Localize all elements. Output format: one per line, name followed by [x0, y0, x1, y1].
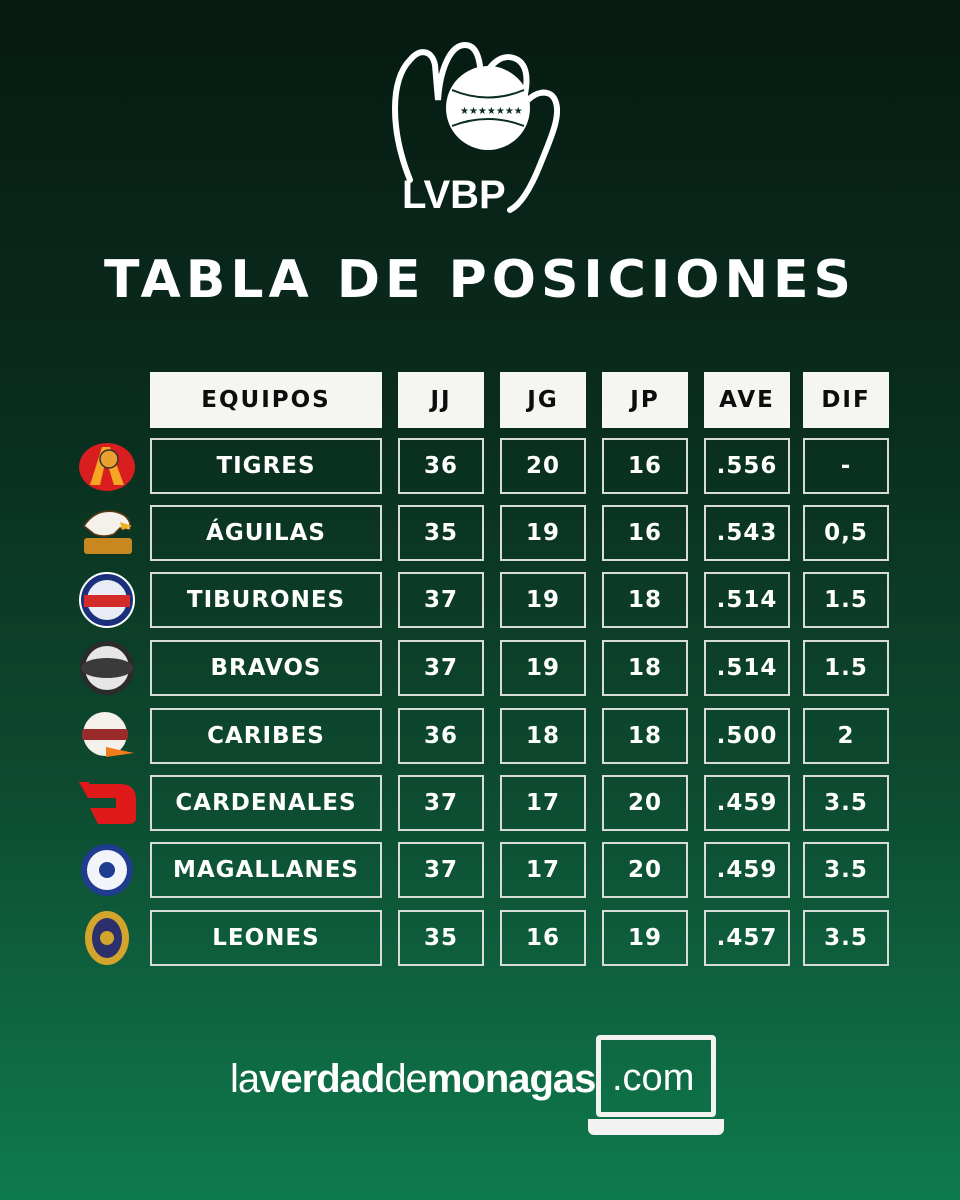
table-row: CARDENALES 37 17 20 .459 3.5 — [0, 775, 960, 831]
header-jj: JJ — [398, 372, 484, 428]
leones-logo-icon — [85, 911, 129, 965]
cell-jj: 37 — [398, 572, 484, 628]
cell-dif: 1.5 — [803, 572, 889, 628]
lvbp-logo: ★★★★★★★ LVBP — [392, 41, 561, 217]
cell-jg: 19 — [500, 572, 586, 628]
table-row: CARIBES 36 18 18 .500 2 — [0, 708, 960, 764]
cell-jg: 17 — [500, 775, 586, 831]
table-row: TIBURONES 37 19 18 .514 1.5 — [0, 572, 960, 628]
cardenales-logo-icon — [78, 782, 136, 824]
tigres-logo-icon — [79, 443, 135, 491]
cell-dif: 3.5 — [803, 842, 889, 898]
cell-jg: 19 — [500, 505, 586, 561]
cell-jj: 37 — [398, 842, 484, 898]
cell-dif: 0,5 — [803, 505, 889, 561]
brand-text: laverdaddemonagas — [230, 1057, 597, 1102]
brand-part: la — [230, 1057, 260, 1101]
cell-jg: 19 — [500, 640, 586, 696]
cell-jp: 16 — [602, 505, 688, 561]
tiburones-logo-icon — [79, 572, 135, 628]
laptop-base — [588, 1119, 724, 1135]
cell-jp: 20 — [602, 775, 688, 831]
cell-jj: 37 — [398, 640, 484, 696]
cell-dif: 3.5 — [803, 910, 889, 966]
team-name: CARIBES — [150, 708, 382, 764]
table-row: ÁGUILAS 35 19 16 .543 0,5 — [0, 505, 960, 561]
cell-ave: .514 — [704, 572, 790, 628]
table-row: LEONES 35 16 19 .457 3.5 — [0, 910, 960, 966]
cell-jj: 35 — [398, 505, 484, 561]
aguilas-logo-icon — [82, 510, 132, 554]
table-row: BRAVOS 37 19 18 .514 1.5 — [0, 640, 960, 696]
cell-jj: 37 — [398, 775, 484, 831]
cell-ave: .514 — [704, 640, 790, 696]
brand-part: de — [384, 1057, 427, 1101]
team-name: LEONES — [150, 910, 382, 966]
cell-dif: - — [803, 438, 889, 494]
cell-ave: .500 — [704, 708, 790, 764]
team-name: TIBURONES — [150, 572, 382, 628]
cell-dif: 1.5 — [803, 640, 889, 696]
caribes-logo-icon — [82, 712, 134, 757]
cell-jp: 18 — [602, 708, 688, 764]
cell-jp: 16 — [602, 438, 688, 494]
team-name: CARDENALES — [150, 775, 382, 831]
cell-ave: .457 — [704, 910, 790, 966]
header-jp: JP — [602, 372, 688, 428]
cell-jg: 16 — [500, 910, 586, 966]
cell-jp: 20 — [602, 842, 688, 898]
cell-ave: .543 — [704, 505, 790, 561]
cell-dif: 3.5 — [803, 775, 889, 831]
brand-part: verdad — [259, 1057, 385, 1101]
header-team: EQUIPOS — [150, 372, 382, 428]
table-row: TIGRES 36 20 16 .556 - — [0, 438, 960, 494]
team-name: MAGALLANES — [150, 842, 382, 898]
cell-ave: .459 — [704, 775, 790, 831]
page-title: TABLA DE POSICIONES — [104, 250, 856, 310]
cell-jj: 36 — [398, 438, 484, 494]
svg-text:★★★★★★★: ★★★★★★★ — [460, 106, 523, 117]
magallanes-logo-icon — [81, 844, 133, 896]
svg-text:LVBP: LVBP — [402, 173, 506, 217]
cell-jj: 36 — [398, 708, 484, 764]
cell-dif: 2 — [803, 708, 889, 764]
cell-ave: .459 — [704, 842, 790, 898]
cell-ave: .556 — [704, 438, 790, 494]
header-dif: DIF — [803, 372, 889, 428]
team-name: ÁGUILAS — [150, 505, 382, 561]
laptop-icon — [596, 1035, 716, 1117]
cell-jp: 18 — [602, 572, 688, 628]
cell-jj: 35 — [398, 910, 484, 966]
bravos-logo-icon — [80, 641, 134, 695]
team-name: BRAVOS — [150, 640, 382, 696]
cell-jg: 17 — [500, 842, 586, 898]
team-name: TIGRES — [150, 438, 382, 494]
cell-jp: 19 — [602, 910, 688, 966]
cell-jg: 20 — [500, 438, 586, 494]
header-ave: AVE — [704, 372, 790, 428]
brand-domain: .com — [612, 1057, 695, 1099]
brand-part: monagas — [426, 1057, 597, 1101]
cell-jg: 18 — [500, 708, 586, 764]
cell-jp: 18 — [602, 640, 688, 696]
footer-brand: laverdaddemonagas .com — [230, 1035, 730, 1145]
table-row: MAGALLANES 37 17 20 .459 3.5 — [0, 842, 960, 898]
header-jg: JG — [500, 372, 586, 428]
